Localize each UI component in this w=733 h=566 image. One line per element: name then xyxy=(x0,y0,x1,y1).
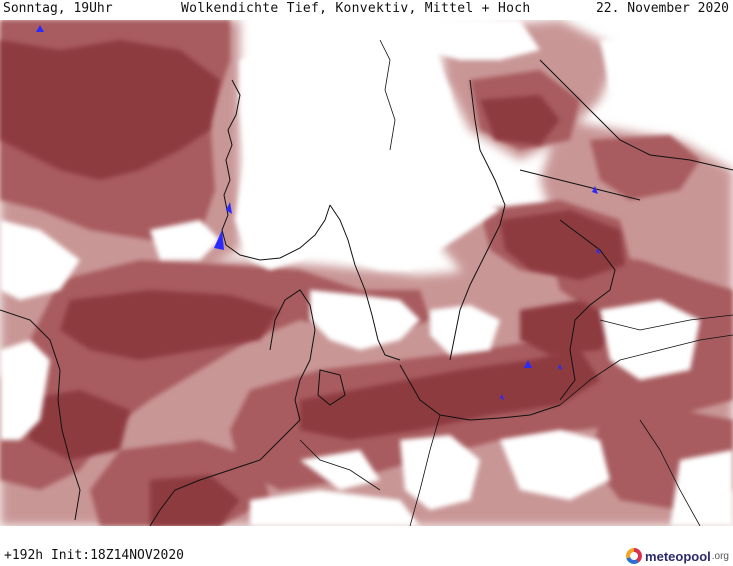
map-footer: +192h Init:18Z14NOV2020 meteopool .org xyxy=(0,526,733,566)
model-run-info: +192h Init:18Z14NOV2020 xyxy=(4,548,185,563)
forecast-day-time: Sonntag, 19Uhr xyxy=(3,1,113,16)
map-header: Sonntag, 19Uhr Wolkendichte Tief, Konvek… xyxy=(0,0,733,20)
map-canvas xyxy=(0,20,733,526)
logo-tld: .org xyxy=(711,550,729,562)
clear-areas xyxy=(0,20,733,526)
cloud-density-map xyxy=(0,20,733,526)
map-title: Wolkendichte Tief, Konvektiv, Mittel + H… xyxy=(181,1,531,16)
coastlines xyxy=(0,39,733,526)
logo-circle-icon xyxy=(626,548,643,564)
precipitation-markers xyxy=(36,25,600,400)
meteopool-logo[interactable]: meteopool .org xyxy=(626,546,729,566)
forecast-date: 22. November 2020 xyxy=(595,1,729,16)
cloud-layer-dense xyxy=(0,40,625,526)
logo-name: meteopool xyxy=(645,548,711,564)
